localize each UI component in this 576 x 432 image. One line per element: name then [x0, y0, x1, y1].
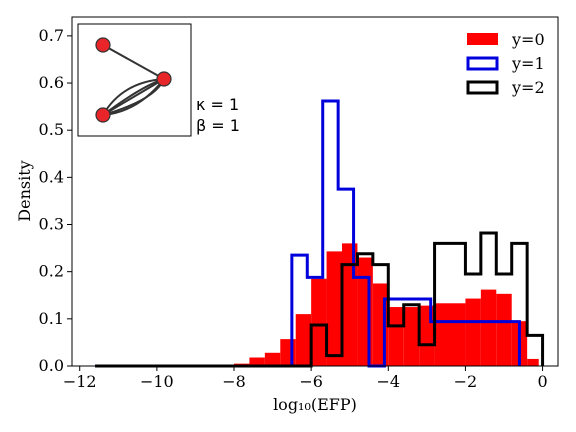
y-tick-label: 0.2 [39, 262, 64, 281]
graph-node [95, 107, 111, 123]
graph-inset-frame [77, 23, 192, 137]
graph-edge [102, 44, 165, 80]
x-tick-label: −4 [376, 372, 400, 391]
graph-node [95, 37, 111, 53]
bar-y0-5 [295, 314, 312, 366]
y-axis-ticks: 0.0 0.1 0.2 0.3 0.4 0.5 0.6 0.7 [39, 26, 72, 375]
bar-y0-17 [480, 289, 497, 366]
bar-y0-3 [264, 352, 281, 366]
legend-swatch-y2 [466, 80, 499, 95]
x-tick-label: −10 [140, 372, 174, 391]
legend: y=0 y=1 y=2 [466, 30, 545, 97]
y-tick-label: 0.7 [39, 26, 64, 45]
y-axis-label: Density [15, 160, 34, 221]
bar-y0-14 [434, 303, 450, 366]
y-tick-label: 0.1 [39, 309, 64, 328]
bar-y0-12 [403, 307, 420, 366]
bar-y0-15 [450, 303, 466, 366]
y-tick-label: 0.0 [39, 356, 64, 375]
y0-bars-layer [234, 243, 539, 366]
step-series-layer [95, 99, 545, 368]
bar-y0-20 [527, 358, 539, 366]
x-tick-label: −12 [63, 372, 97, 391]
legend-label-y1: y=1 [511, 54, 545, 73]
legend-swatch-y1 [466, 56, 499, 71]
plot-frame [71, 16, 559, 367]
legend-label-y0: y=0 [511, 30, 545, 49]
y-tick-label: 0.3 [39, 215, 64, 234]
kappa-annotation: κ = 1 [196, 95, 239, 114]
y-tick-label: 0.6 [39, 73, 64, 92]
bar-y0-9 [357, 257, 373, 366]
y-tick-label: 0.5 [39, 120, 64, 139]
x-tick-label: −6 [299, 372, 323, 391]
bar-y0-13 [419, 305, 435, 366]
bar-y0-18 [496, 293, 512, 366]
bar-y0-6 [311, 278, 327, 366]
graph-edge [102, 78, 165, 116]
graph-inset [77, 23, 192, 137]
x-axis-ticks: −12 −10 −8 −6 −4 −2 0 [63, 366, 548, 391]
x-tick-label: 0 [537, 372, 547, 391]
bar-y0-7 [326, 251, 342, 366]
x-tick-label: −8 [222, 372, 246, 391]
step-series-1 [95, 99, 521, 368]
bar-y0-16 [465, 298, 481, 366]
bar-y0-11 [388, 307, 404, 366]
bar-y0-10 [372, 283, 389, 366]
legend-label-y2: y=2 [511, 78, 545, 97]
graph-node [156, 71, 172, 87]
legend-swatch-y0 [467, 33, 498, 45]
bar-y0-8 [342, 243, 358, 366]
x-axis-label: log₁₀(EFP) [273, 395, 357, 414]
step-series-2 [95, 231, 545, 368]
beta-annotation: β = 1 [196, 116, 240, 135]
bar-y0-2 [249, 357, 265, 366]
y-tick-label: 0.4 [39, 167, 64, 186]
x-tick-label: −2 [454, 372, 478, 391]
bar-y0-4 [280, 339, 296, 366]
